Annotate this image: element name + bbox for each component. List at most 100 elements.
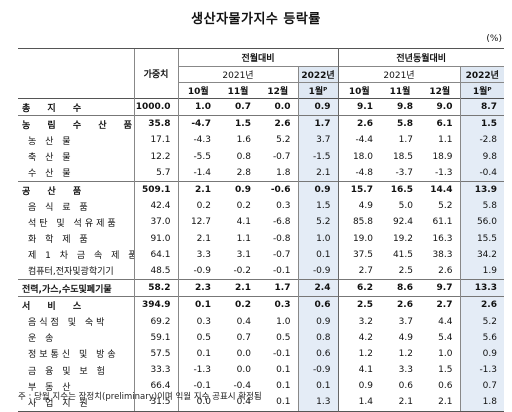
mom-value-cell: 0.1 xyxy=(297,378,338,395)
weight-cell: 48.5 xyxy=(133,262,178,280)
weight-cell: 91.0 xyxy=(133,230,178,247)
yoy-value-cell: 1.5 xyxy=(459,115,504,133)
weight-cell: 59.1 xyxy=(133,329,178,346)
mom-value-cell: -5.5 xyxy=(177,148,218,165)
yoy-value-cell: 0.9 xyxy=(337,378,380,395)
weight-cell: 509.1 xyxy=(133,180,178,199)
yoy-value-cell: 16.3 xyxy=(432,233,453,244)
mom-value-cell: -6.8 xyxy=(272,217,291,228)
table-row: 금 융 및 보 험 33.3 -1.3 0.0 0.1 -0.9 4.1 3.3 1.5 -1.3 xyxy=(18,362,504,379)
yoy-value-cell: 4.9 xyxy=(337,198,380,215)
table-row: 서 비 스 394.9 0.1 0.2 0.3 0.6 2.5 2.6 2.7 2.6 xyxy=(18,296,504,314)
mom-value-cell: -0.9 xyxy=(297,362,338,379)
mom-value-cell: 0.1 xyxy=(177,296,218,314)
mom-value-cell: -0.1 xyxy=(177,378,218,395)
mom-value-cell: 1.7 xyxy=(258,279,298,297)
row-label: 축 산 물 xyxy=(28,153,74,164)
yoy-value-cell: 37.5 xyxy=(337,246,380,263)
yoy-value-cell: 1.7 xyxy=(398,135,413,146)
mom-value-cell: 0.4 xyxy=(236,316,251,327)
mom-value-cell: 0.8 xyxy=(236,151,251,162)
mom-month-oct: 10월 xyxy=(177,82,218,99)
mom-value-cell: 0.1 xyxy=(297,246,338,263)
yoy-value-cell: -4.4 xyxy=(337,132,380,149)
yoy-value-cell: -3.7 xyxy=(395,167,413,178)
weight-cell: 69.2 xyxy=(133,313,178,330)
weight-cell: 64.1 xyxy=(133,246,178,263)
mom-value-cell: 0.2 xyxy=(177,198,218,215)
row-label: 음식점 및 숙박 xyxy=(28,318,108,329)
mom-value-cell: 1.6 xyxy=(236,135,251,146)
yoy-value-cell: 34.2 xyxy=(459,246,504,263)
row-label: 정보통신 및 방송 xyxy=(28,350,119,361)
mom-value-cell: 0.5 xyxy=(177,329,218,346)
yoy-value-cell: 2.6 xyxy=(380,296,420,314)
yoy-value-cell: 15.7 xyxy=(337,180,380,199)
mom-value-cell: -1.4 xyxy=(177,164,218,182)
mom-value-cell: 0.1 xyxy=(276,365,291,376)
weight-cell: 57.5 xyxy=(133,345,178,362)
yoy-value-cell: 19.0 xyxy=(337,230,380,247)
yoy-value-cell: 1.2 xyxy=(398,348,413,359)
yoy-value-cell: 2.5 xyxy=(398,265,413,276)
yoy-value-cell: 9.7 xyxy=(420,279,460,297)
mom-value-cell: 0.3 xyxy=(177,313,218,330)
mom-header: 전월대비 xyxy=(177,48,338,67)
mom-value-cell: 0.3 xyxy=(276,201,291,212)
mom-value-cell: 2.1 xyxy=(297,164,338,182)
yoy-header: 전년동월대비 xyxy=(337,48,504,67)
row-label: 부 동 산 xyxy=(28,382,74,393)
mom-value-cell: -0.2 xyxy=(233,265,251,276)
table-row: 제 1 차 금 속 제 품 64.1 3.3 3.1 -0.7 0.1 37.5 41.5 38… xyxy=(18,246,504,263)
yoy-value-cell: 13.9 xyxy=(459,180,504,199)
yoy-value-cell: 5.6 xyxy=(459,329,504,346)
yoy-value-cell: 5.2 xyxy=(438,201,453,212)
yoy-year-2021: 2021년 xyxy=(337,66,460,83)
yoy-month-dec: 12월 xyxy=(420,82,460,99)
table-row: 수 산 물 5.7 -1.4 2.8 1.8 2.1 -4.8 -3.7 -1.3 -0.4 xyxy=(18,164,504,182)
yoy-value-cell: 3.7 xyxy=(398,316,413,327)
yoy-value-cell: 1.9 xyxy=(459,262,504,280)
mom-value-cell: 0.0 xyxy=(236,365,251,376)
yoy-value-cell: 2.6 xyxy=(438,265,453,276)
mom-month-dec: 12월 xyxy=(258,82,298,99)
yoy-value-cell: 1.1 xyxy=(438,135,453,146)
yoy-value-cell: 2.1 xyxy=(380,394,420,412)
mom-value-cell: 5.2 xyxy=(276,135,291,146)
yoy-month-oct: 10월 xyxy=(337,82,380,99)
mom-value-cell: 12.7 xyxy=(177,214,218,231)
yoy-value-cell: 4.2 xyxy=(337,329,380,346)
weight-cell: 35.8 xyxy=(133,115,178,133)
mom-month-nov: 11월 xyxy=(218,82,258,99)
table-row: 정보통신 및 방송 57.5 0.1 0.0 -0.1 0.6 1.2 1.2 1.0 0.9 xyxy=(18,345,504,362)
mom-value-cell: -1.3 xyxy=(177,362,218,379)
yoy-value-cell: 18.5 xyxy=(392,151,413,162)
row-label: 화 학 제 품 xyxy=(28,235,91,246)
row-label: 석탄 및 석유제품 xyxy=(28,218,119,229)
weight-header: 가중치 xyxy=(133,48,178,99)
table-row: 농 림 수 산 품 35.8 -4.7 1.5 2.6 1.7 2.6 5.8 6.1 1.5 xyxy=(18,115,504,133)
table-row: 석탄 및 석유제품 37.0 12.7 4.1 -6.8 5.2 85.8 92.4 61.1 5… xyxy=(18,214,504,231)
weight-cell: 42.4 xyxy=(133,198,178,215)
mom-value-cell: 0.9 xyxy=(297,313,338,330)
table-row: 농 산 물 17.1 -4.3 1.6 5.2 3.7 -4.4 1.7 1.1 -2.8 xyxy=(18,132,504,149)
mom-value-cell: 0.0 xyxy=(258,97,298,116)
weight-cell: 66.4 xyxy=(133,378,178,395)
weight-cell: 394.9 xyxy=(133,296,178,314)
yoy-value-cell: -0.4 xyxy=(459,164,504,182)
mom-value-cell: 1.5 xyxy=(218,115,258,133)
row-label: 음 식 료 품 xyxy=(28,202,91,213)
footnote: 주 : 당월 지수는 잠정치(preliminary)이며 익월 지수 공표시 … xyxy=(18,392,262,402)
weight-cell: 37.0 xyxy=(133,214,178,231)
mom-value-cell: 0.3 xyxy=(258,296,298,314)
mom-value-cell: 1.7 xyxy=(297,115,338,133)
yoy-value-cell: 2.7 xyxy=(420,296,460,314)
yoy-value-cell: -2.8 xyxy=(459,132,504,149)
mom-value-cell: -0.1 xyxy=(272,348,291,359)
mom-value-cell: 1.0 xyxy=(297,230,338,247)
mom-value-cell: 0.7 xyxy=(218,97,258,116)
weight-cell: 5.7 xyxy=(133,164,178,182)
mom-year-2021: 2021년 xyxy=(177,66,298,83)
yoy-value-cell: 92.4 xyxy=(392,217,413,228)
